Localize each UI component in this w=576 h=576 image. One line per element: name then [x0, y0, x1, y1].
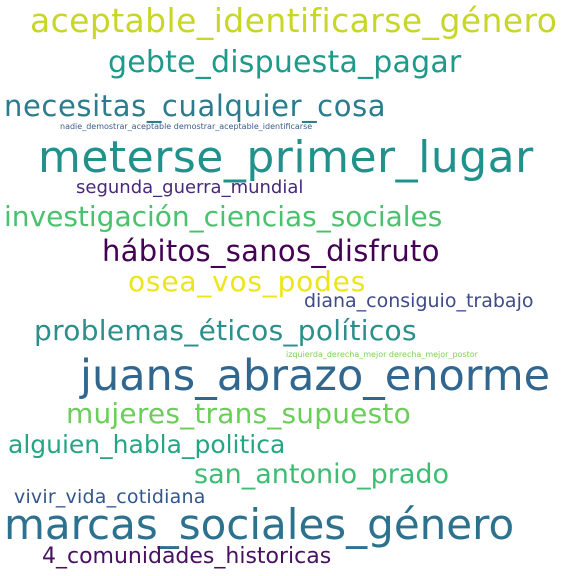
word-mujeres-trans-supuesto: mujeres_trans_supuesto — [66, 397, 411, 430]
word-problemas-eticos-politicos: problemas_éticos_políticos — [34, 314, 417, 347]
word-gebte-dispuesta-pagar: gebte_dispuesta_pagar — [108, 45, 462, 80]
word-habitos-sanos-disfruto: hábitos_sanos_disfruto — [102, 234, 440, 268]
word-aceptable-identificarse-genero: aceptable_identificarse_género — [30, 1, 558, 40]
word-meterse-primer-lugar: meterse_primer_lugar — [38, 132, 534, 183]
word-alguien-habla-politica: alguien_habla_politica — [8, 430, 286, 459]
word-diana-consiguio-trabajo: diana_consiguio_trabajo — [304, 290, 534, 312]
word-segunda-guerra-mundial: segunda_guerra_mundial — [76, 177, 304, 198]
word-osea-vos-podes: osea_vos_podes — [128, 265, 367, 298]
word-necesitas-cualquier-cosa: necesitas_cualquier_cosa — [4, 89, 387, 123]
word-izquierda-derecha-mejor: izquierda_derecha_mejor derecha_mejor_po… — [286, 350, 478, 359]
word-juans-abrazo-enorme: juans_abrazo_enorme — [80, 351, 551, 401]
word-marcas-sociales-genero: marcas_sociales_género — [4, 500, 515, 549]
word-nadie-demostrar-aceptable: nadie_demostrar_aceptable demostrar_acep… — [60, 122, 313, 131]
word-4-comunidades-historicas: 4_comunidades_historicas — [42, 544, 332, 569]
word-investigacion-ciencias-sociales: investigación_ciencias_sociales — [4, 200, 443, 233]
word-san-antonio-prado: san_antonio_prado — [194, 459, 450, 490]
word-vivir-vida-cotidiana: vivir_vida_cotidiana — [14, 486, 206, 508]
